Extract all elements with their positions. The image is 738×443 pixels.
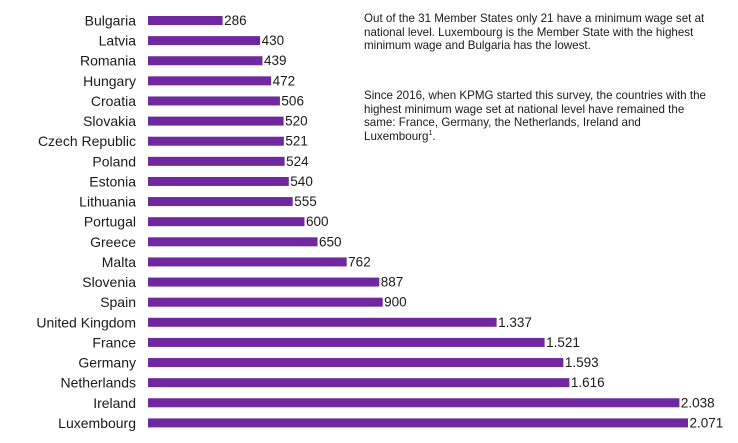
category-label: Hungary xyxy=(83,73,136,89)
note-paragraph-2: Since 2016, when KPMG started this surve… xyxy=(364,89,709,143)
bar xyxy=(148,176,289,186)
category-label: Romania xyxy=(80,53,136,69)
data-label: 600 xyxy=(306,214,329,229)
category-label: Poland xyxy=(92,153,136,169)
bar xyxy=(148,76,272,86)
category-label: Czech Republic xyxy=(38,133,136,149)
category-label: Lithuania xyxy=(79,194,136,210)
data-label: 1.616 xyxy=(571,375,605,390)
data-label: 430 xyxy=(262,33,285,48)
data-label: 1.593 xyxy=(565,355,599,370)
category-label: Spain xyxy=(100,294,136,310)
bar xyxy=(148,418,688,428)
bar xyxy=(148,156,285,166)
category-label: Slovenia xyxy=(82,274,136,290)
category-label: France xyxy=(92,334,136,350)
category-label: Latvia xyxy=(99,33,137,49)
bar xyxy=(148,36,261,46)
category-label: Netherlands xyxy=(61,375,137,391)
data-label: 2.071 xyxy=(690,415,724,430)
data-label: 1.337 xyxy=(498,315,532,330)
bar xyxy=(148,116,284,126)
bar xyxy=(148,358,564,368)
data-label: 650 xyxy=(319,234,342,249)
data-label: 762 xyxy=(348,254,371,269)
category-label: Portugal xyxy=(84,214,136,230)
bar xyxy=(148,398,680,408)
bar xyxy=(148,96,280,106)
data-label: 1.521 xyxy=(546,335,580,350)
category-label: Luxembourg xyxy=(58,415,136,431)
note-paragraph-2-text: Since 2016, when KPMG started this surve… xyxy=(364,89,706,143)
data-label: 286 xyxy=(224,13,247,28)
data-label: 472 xyxy=(273,73,296,88)
bar xyxy=(148,136,284,146)
data-label: 506 xyxy=(281,93,304,108)
note-paragraph-1: Out of the 31 Member States only 21 have… xyxy=(364,12,705,53)
bar xyxy=(148,297,383,307)
data-label: 524 xyxy=(286,154,309,169)
bar xyxy=(148,378,570,388)
data-label: 540 xyxy=(290,174,313,189)
category-label: United Kingdom xyxy=(36,314,136,330)
bar xyxy=(148,16,223,25)
category-label: Ireland xyxy=(93,395,136,411)
bar xyxy=(148,217,305,227)
bar xyxy=(148,237,318,247)
note-paragraph-2-end: . xyxy=(432,129,436,143)
data-label: 555 xyxy=(294,194,317,209)
category-label: Bulgaria xyxy=(85,13,137,29)
data-label: 900 xyxy=(384,295,407,310)
data-label: 521 xyxy=(285,134,308,149)
category-label: Estonia xyxy=(89,173,136,189)
data-label: 439 xyxy=(264,53,287,68)
bar xyxy=(148,317,497,327)
data-label: 887 xyxy=(381,275,404,290)
footnote-marker: 1 xyxy=(428,129,433,137)
bar xyxy=(148,197,293,207)
bar xyxy=(148,277,380,287)
bar xyxy=(148,337,545,347)
bar xyxy=(148,56,263,66)
category-label: Slovakia xyxy=(83,113,136,129)
category-label: Germany xyxy=(78,355,136,371)
category-label: Croatia xyxy=(91,93,136,109)
data-label: 520 xyxy=(285,114,308,129)
category-label: Greece xyxy=(90,234,136,250)
data-label: 2.038 xyxy=(681,395,715,410)
category-label: Malta xyxy=(102,254,136,270)
bar xyxy=(148,257,347,267)
